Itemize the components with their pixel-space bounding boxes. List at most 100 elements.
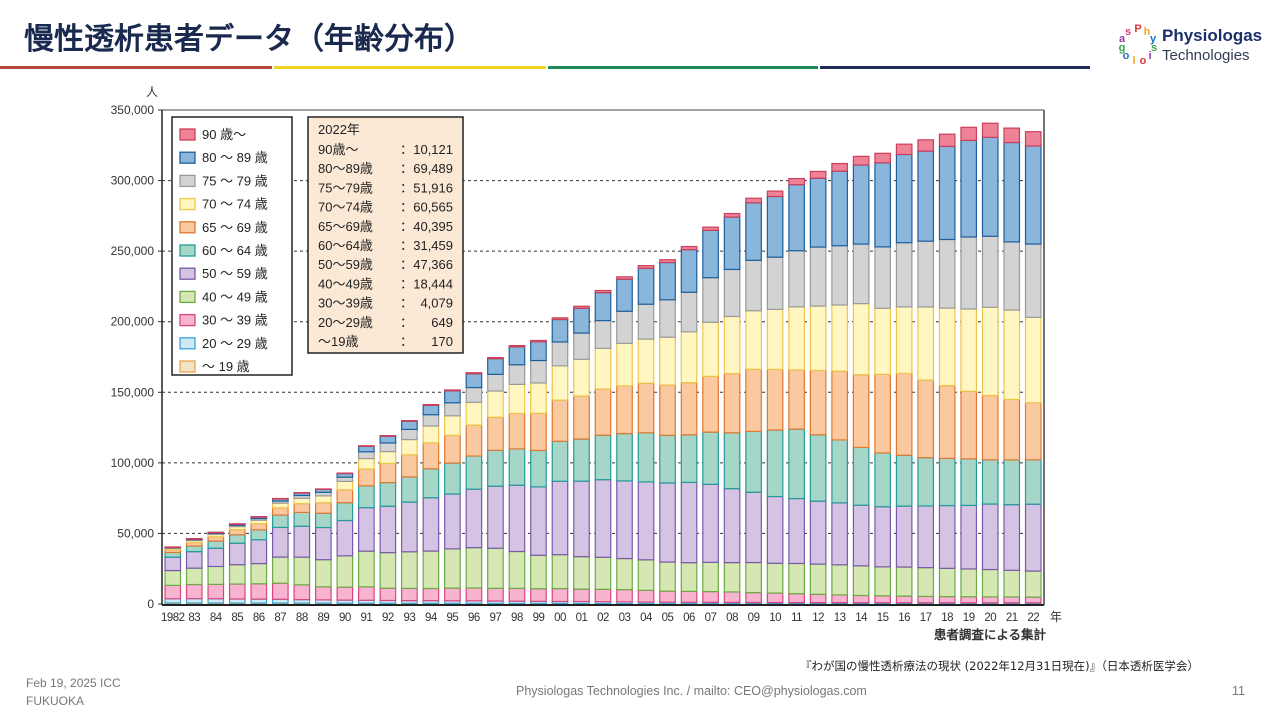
bar-segment bbox=[745, 368, 762, 433]
bar-segment bbox=[465, 587, 483, 602]
page-number: 11 bbox=[1232, 684, 1245, 698]
bar-segment bbox=[422, 587, 440, 602]
legend-swatch bbox=[179, 174, 196, 188]
bar-segment bbox=[917, 505, 935, 569]
bar-segment bbox=[766, 562, 784, 594]
legend-label: 20 ～ 29 歳 bbox=[202, 336, 268, 351]
bar-segment bbox=[766, 190, 784, 198]
annotation-row-colon: ： bbox=[400, 276, 413, 291]
x-tick-label: 09 bbox=[748, 612, 760, 624]
bar-segment bbox=[938, 567, 956, 598]
x-tick-label: 95 bbox=[447, 612, 459, 624]
annotation-row-colon: ： bbox=[400, 200, 413, 215]
bar-segment bbox=[379, 442, 397, 453]
bar-segment bbox=[444, 415, 461, 437]
bar-segment bbox=[444, 587, 461, 602]
bar-segment bbox=[573, 307, 590, 334]
annotation-row-label: 65～69歳 bbox=[318, 219, 373, 234]
bar-segment bbox=[809, 563, 827, 595]
bar-segment bbox=[207, 598, 225, 604]
bar-segment bbox=[551, 318, 569, 343]
annotation-row-label: 90歳～ bbox=[318, 142, 358, 157]
bar-segment bbox=[314, 488, 332, 491]
bar-segment bbox=[745, 197, 762, 204]
x-tick-label: 15 bbox=[877, 612, 889, 624]
bar-segment bbox=[336, 489, 354, 504]
bar-segment bbox=[938, 457, 956, 507]
bar-segment bbox=[809, 369, 827, 436]
bar-segment bbox=[293, 511, 311, 527]
bar-segment bbox=[551, 365, 569, 401]
bar-segment bbox=[401, 438, 418, 456]
bar-segment bbox=[917, 567, 935, 598]
bar-segment bbox=[917, 240, 935, 308]
bar-segment bbox=[637, 303, 655, 340]
x-tick-label: 89 bbox=[317, 612, 329, 624]
bar-segment bbox=[831, 564, 848, 596]
bar-segment bbox=[917, 306, 935, 381]
y-tick-label: 300,000 bbox=[111, 174, 155, 188]
bar-segment bbox=[938, 307, 956, 387]
bar-segment bbox=[616, 589, 633, 603]
bar-segment bbox=[422, 403, 440, 406]
stacked-bar-chart: 0 50,000 100,000 150,000 200,000 250,000 300,0… bbox=[76, 75, 1066, 650]
x-tick-label: 84 bbox=[210, 612, 223, 624]
annotation-row-value: 60,565 bbox=[413, 200, 453, 215]
x-tick-label: 20 bbox=[984, 612, 996, 624]
bar-segment bbox=[1024, 316, 1042, 404]
bar-segment bbox=[637, 338, 655, 384]
company-logo: P h y s i o l o g a s Physiologas Techno… bbox=[1116, 20, 1276, 70]
annotation-row-value: 40,395 bbox=[413, 219, 453, 234]
annotation-box bbox=[307, 116, 464, 354]
bar-segment bbox=[379, 450, 397, 465]
bar-segment bbox=[465, 372, 483, 375]
bar-segment bbox=[250, 516, 268, 518]
bar-segment bbox=[508, 484, 526, 553]
bar-segment bbox=[573, 332, 590, 360]
bar-segment bbox=[723, 372, 741, 434]
y-tick-label: 350,000 bbox=[111, 103, 155, 117]
annotation-row-colon: ： bbox=[400, 296, 413, 311]
bar-segment bbox=[680, 382, 698, 436]
bar-segment bbox=[487, 547, 504, 589]
bar-segment bbox=[401, 501, 418, 553]
bar-segment bbox=[185, 538, 203, 540]
bar-segment bbox=[358, 586, 375, 601]
bar-segment bbox=[766, 429, 784, 498]
bar-segment bbox=[164, 569, 182, 586]
bar-segment bbox=[594, 319, 612, 349]
bar-segment bbox=[616, 385, 633, 435]
annotation-row-colon: ： bbox=[400, 180, 413, 195]
bar-segment bbox=[293, 503, 311, 513]
bar-segment bbox=[487, 416, 504, 451]
bar-segment bbox=[616, 276, 633, 280]
bar-segment bbox=[228, 534, 246, 544]
bar-segment bbox=[809, 177, 827, 248]
bar-segment bbox=[809, 593, 827, 604]
bar-segment bbox=[723, 591, 741, 603]
x-tick-label: 97 bbox=[490, 612, 502, 624]
bar-segment bbox=[895, 566, 913, 597]
bar-segment bbox=[702, 321, 719, 377]
bar-segment bbox=[960, 390, 978, 460]
bar-segment bbox=[594, 292, 612, 322]
x-tick-label: 06 bbox=[683, 612, 695, 624]
bar-segment bbox=[981, 394, 999, 461]
bar-segment bbox=[530, 359, 547, 384]
bar-segment bbox=[573, 395, 590, 440]
bar-segment bbox=[723, 488, 741, 564]
svg-text:s: s bbox=[1125, 26, 1131, 38]
legend-swatch bbox=[179, 221, 196, 234]
bar-segment bbox=[659, 261, 676, 301]
bar-segment bbox=[422, 497, 440, 552]
bar-segment bbox=[659, 384, 676, 436]
bar-segment bbox=[401, 476, 418, 503]
bar-segment bbox=[271, 502, 289, 509]
bar-segment bbox=[465, 386, 483, 403]
svg-text:i: i bbox=[1148, 50, 1151, 62]
annotation-row-value: 170 bbox=[431, 334, 453, 349]
bar-segment bbox=[228, 542, 246, 566]
bar-segment bbox=[616, 557, 633, 591]
bar-segment bbox=[981, 503, 999, 571]
bar-segment bbox=[723, 212, 741, 218]
